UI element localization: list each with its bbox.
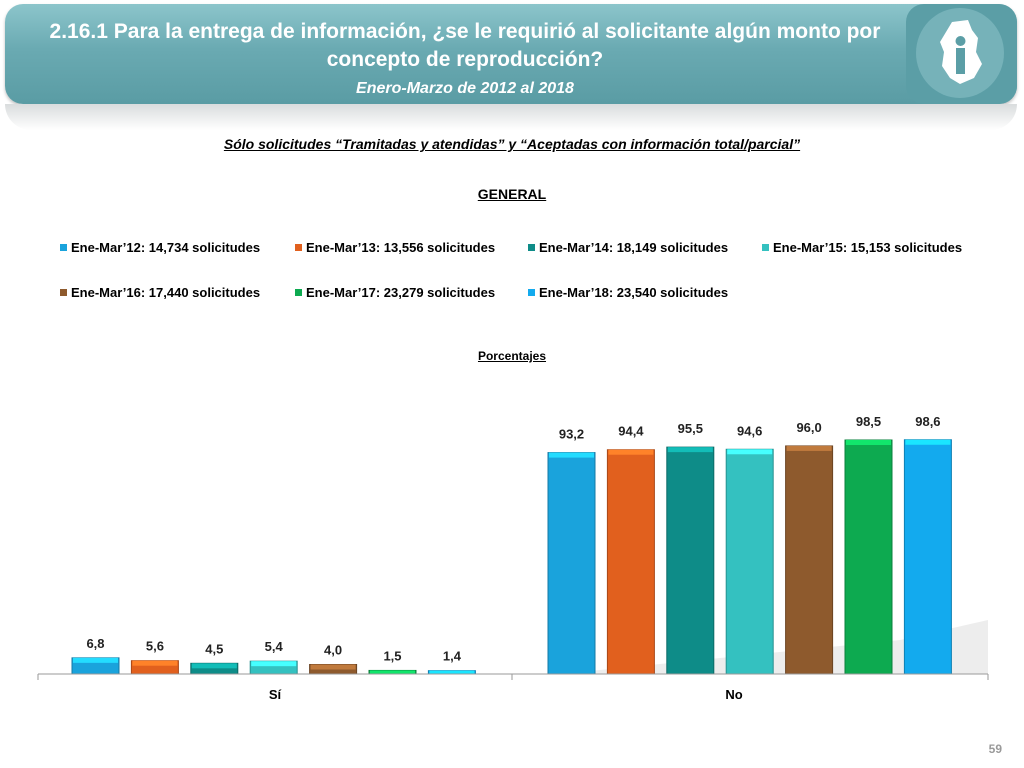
data-label-2013-si: 5,6 <box>146 639 164 654</box>
bar-2018-no <box>903 439 952 675</box>
legend-swatch <box>60 289 67 296</box>
logo <box>906 4 1017 104</box>
y-axis-label: Porcentajes <box>477 349 547 363</box>
bar-2013-no <box>606 449 655 675</box>
bar-top-2017-si <box>370 670 415 674</box>
data-label-2014-no: 95,5 <box>678 421 703 436</box>
bar-top-2014-si <box>191 663 237 669</box>
bar-2017-no <box>844 439 893 675</box>
legend-swatch <box>528 244 535 251</box>
bar-top-2015-si <box>251 661 297 667</box>
bar-top-2013-si <box>132 660 178 666</box>
data-label-2014-si: 4,5 <box>205 641 223 656</box>
legend-swatch <box>295 289 302 296</box>
data-label-2013-no: 94,4 <box>618 424 644 439</box>
bar-top-2018-si <box>429 670 475 674</box>
data-label-2016-no: 96,0 <box>796 420 821 435</box>
legend-item-2014: Ene-Mar’14: 18,149 solicitudes <box>528 240 728 255</box>
legend-label: Ene-Mar’17: 23,279 solicitudes <box>306 285 496 300</box>
legend-item-2013: Ene-Mar’13: 13,556 solicitudes <box>295 240 495 255</box>
legend-label: Ene-Mar’14: 18,149 solicitudes <box>539 240 729 255</box>
bar-top-2016-si <box>310 664 356 670</box>
bar-top-2015-no <box>727 449 773 455</box>
logo-circle <box>916 8 1004 98</box>
data-label-2016-si: 4,0 <box>324 642 342 657</box>
chart-title: GENERAL <box>477 186 547 202</box>
data-label-2018-no: 98,6 <box>915 414 940 429</box>
data-label-2017-no: 98,5 <box>856 414 881 429</box>
data-label-2017-si: 1,5 <box>383 648 401 663</box>
bar-top-2013-no <box>608 449 654 455</box>
legend-swatch <box>60 244 67 251</box>
page-subtitle: Enero-Marzo de 2012 al 2018 <box>356 80 574 97</box>
legend-label: Ene-Mar’16: 17,440 solicitudes <box>71 285 261 300</box>
bar-top-2017-no <box>846 440 891 445</box>
legend-swatch <box>528 289 535 296</box>
bar-2012-no <box>547 452 596 675</box>
legend-label: Ene-Mar’18: 23,540 solicitudes <box>539 285 729 300</box>
bar-top-2016-no <box>786 445 832 451</box>
data-label-2018-si: 1,4 <box>443 649 462 664</box>
legend-item-2017: Ene-Mar’17: 23,279 solicitudes <box>295 285 495 300</box>
data-label-2015-si: 5,4 <box>265 639 284 654</box>
x-tick-label-si: Sí <box>269 687 282 702</box>
page-title: 2.16.1 Para la entrega de información, ¿… <box>49 20 881 71</box>
legend-item-2012: Ene-Mar’12: 14,734 solicitudes <box>60 240 260 255</box>
bar-top-2012-no <box>549 452 594 458</box>
legend-item-2018: Ene-Mar’18: 23,540 solicitudes <box>528 285 728 300</box>
legend-swatch <box>295 244 302 251</box>
legend-swatch <box>762 244 769 251</box>
x-tick-label-no: No <box>725 687 742 702</box>
bar-2015-no <box>725 448 774 675</box>
filter-note: Sólo solicitudes “Tramitadas y atendidas… <box>223 136 801 152</box>
data-label-2012-si: 6,8 <box>86 636 104 651</box>
bar-top-2018-no <box>905 439 951 445</box>
data-label-2012-no: 93,2 <box>559 427 584 442</box>
legend-item-2015: Ene-Mar’15: 15,153 solicitudes <box>762 240 962 255</box>
legend-label: Ene-Mar’15: 15,153 solicitudes <box>773 240 963 255</box>
data-label-2015-no: 94,6 <box>737 423 762 438</box>
info-logo-icon <box>940 20 982 84</box>
bar-2014-no <box>666 446 715 675</box>
header-banner: 2.16.1 Para la entrega de información, ¿… <box>5 4 1017 104</box>
bar-top-2014-no <box>667 447 713 453</box>
legend-label: Ene-Mar’13: 13,556 solicitudes <box>306 240 496 255</box>
legend-label: Ene-Mar’12: 14,734 solicitudes <box>71 240 261 255</box>
header-shadow <box>5 104 1017 130</box>
legend-item-2016: Ene-Mar’16: 17,440 solicitudes <box>60 285 260 300</box>
bar-top-2012-si <box>73 657 118 663</box>
bar-2016-no <box>785 445 834 675</box>
page-number: 59 <box>988 742 1002 756</box>
